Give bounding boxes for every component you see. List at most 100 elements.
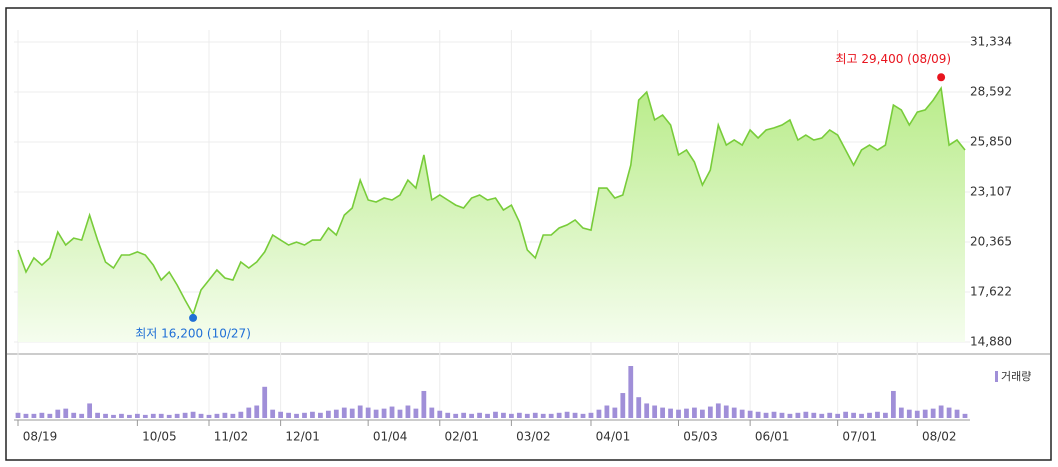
- volume-bar: [222, 412, 228, 418]
- volume-bar: [803, 411, 809, 418]
- volume-bar: [954, 409, 960, 418]
- volume-bar: [134, 413, 140, 418]
- volume-bar: [516, 412, 522, 418]
- volume-bar: [763, 412, 769, 418]
- volume-bar: [190, 411, 196, 418]
- volume-bar: [373, 409, 379, 418]
- price-line: [17, 86, 966, 317]
- volume-bar: [779, 412, 785, 418]
- volume-bar: [87, 403, 93, 418]
- volume-bar: [906, 409, 912, 418]
- volume-bar: [572, 412, 578, 418]
- high-marker: [937, 73, 946, 82]
- volume-bar: [158, 413, 164, 418]
- volume-bar: [182, 412, 188, 418]
- x-tick-label: 05/03: [683, 430, 718, 444]
- volume-bar: [206, 414, 212, 418]
- volume-bar: [453, 413, 459, 418]
- volume-bar: [875, 411, 880, 418]
- volume-bar: [429, 407, 435, 418]
- volume-bar: [699, 409, 705, 418]
- volume-bar: [898, 407, 904, 418]
- volume-bar: [890, 390, 896, 418]
- volume-bar: [198, 413, 204, 418]
- volume-bar: [715, 403, 721, 418]
- volume-bar: [381, 408, 387, 418]
- volume-bar: [341, 407, 347, 418]
- volume-bar: [851, 412, 856, 418]
- volume-bar: [867, 412, 872, 418]
- volume-bar: [644, 403, 650, 418]
- volume-bar: [501, 412, 506, 418]
- volume-bar: [532, 412, 538, 418]
- volume-bar: [71, 412, 77, 418]
- volume-bar: [596, 409, 602, 418]
- volume-bar: [270, 409, 276, 418]
- volume-bar: [588, 412, 594, 418]
- volume-bar: [819, 413, 825, 418]
- volume-bar: [254, 405, 260, 418]
- y-tick-label: 28,592: [970, 84, 1012, 98]
- volume-bar: [843, 411, 849, 418]
- volume-bar: [755, 411, 761, 418]
- volume-bar: [660, 407, 665, 418]
- volume-bar: [111, 414, 116, 418]
- volume-bar: [580, 413, 586, 418]
- x-tick-label: 02/01: [444, 430, 479, 444]
- volume-bar: [389, 406, 395, 418]
- volume-bar: [811, 412, 817, 418]
- volume-bar: [962, 413, 968, 418]
- volume-bar: [325, 410, 331, 418]
- y-tick-label: 23,107: [970, 185, 1012, 199]
- volume-bar: [835, 413, 841, 418]
- volume-bar: [302, 412, 307, 418]
- volume-bar: [286, 412, 291, 418]
- volume-bar: [278, 411, 284, 418]
- volume-bar: [214, 413, 220, 418]
- volume-bar: [477, 412, 482, 418]
- volume-bar: [405, 405, 411, 418]
- volume-bar: [47, 413, 53, 418]
- volume-bar: [509, 413, 514, 418]
- x-tick-label: 06/01: [755, 430, 790, 444]
- x-tick-label: 01/04: [373, 430, 408, 444]
- volume-bar: [731, 407, 737, 418]
- x-tick-label: 03/02: [516, 430, 551, 444]
- low-marker: [189, 313, 198, 322]
- volume-bar: [556, 412, 562, 418]
- volume-bar: [31, 413, 37, 418]
- x-tick-label: 12/01: [285, 430, 320, 444]
- volume-bar: [676, 409, 681, 418]
- y-tick-label: 31,334: [970, 35, 1012, 49]
- volume-bar: [707, 406, 713, 418]
- volume-bar: [795, 412, 801, 418]
- high-label: 최고 29,400 (08/09): [835, 52, 951, 66]
- volume-bar: [883, 412, 888, 418]
- x-tick-label: 07/01: [842, 430, 877, 444]
- volume-bar: [445, 412, 451, 418]
- volume-bar: [365, 407, 371, 418]
- volume-bar: [230, 413, 236, 418]
- volume-legend-swatch: [995, 371, 998, 382]
- volume-bar: [493, 411, 498, 418]
- volume-bar: [174, 413, 180, 418]
- volume-bar: [612, 407, 618, 418]
- volume-bar: [413, 408, 419, 418]
- volume-bar: [39, 412, 45, 418]
- volume-bar: [318, 412, 323, 418]
- x-tick-label: 11/02: [214, 430, 249, 444]
- volume-bar: [349, 408, 355, 418]
- x-tick-label: 08/02: [922, 430, 957, 444]
- volume-bar: [692, 407, 697, 418]
- volume-bar: [262, 386, 268, 418]
- x-tick-label: 04/01: [596, 430, 631, 444]
- volume-bar: [747, 410, 753, 418]
- volume-bar: [938, 405, 944, 418]
- volume-bar: [294, 413, 299, 418]
- volume-bar: [723, 405, 729, 418]
- volume-bar: [922, 409, 928, 418]
- volume-bar: [946, 407, 952, 418]
- volume-bar: [55, 409, 61, 418]
- y-tick-label: 25,850: [970, 134, 1012, 148]
